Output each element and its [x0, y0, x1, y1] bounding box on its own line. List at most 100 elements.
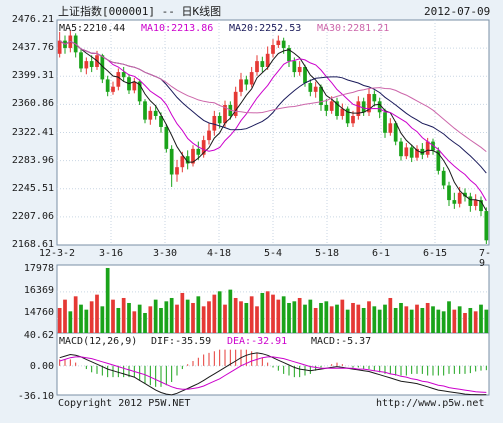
volume-bar: [185, 299, 190, 333]
price-tick-label: 2322.41: [11, 126, 54, 138]
candle-up: [276, 40, 281, 46]
volume-bar: [148, 306, 153, 333]
candle-down: [324, 105, 329, 111]
volume-bar: [367, 301, 371, 333]
dif-value: DIF:-35.59: [151, 336, 212, 347]
volume-bar: [207, 301, 211, 333]
volume-bar: [169, 297, 174, 333]
volume-bar: [249, 296, 254, 333]
volume-bar: [191, 302, 195, 333]
volume-bar: [313, 307, 318, 333]
volume-bar: [351, 302, 355, 333]
candle-up: [457, 192, 462, 204]
volume-bars: [57, 267, 489, 333]
volume-bar: [383, 304, 387, 333]
price-tick-label: 2245.51: [11, 182, 54, 194]
volume-bar: [255, 306, 259, 333]
candle-up: [180, 156, 185, 168]
date-tick-label: 4-18: [206, 248, 232, 259]
candle-down: [105, 79, 110, 92]
dea-value: DEA:-32.91: [227, 336, 288, 347]
candle-down: [159, 115, 163, 127]
volume-bar: [473, 311, 478, 333]
source-url[interactable]: http://www.p5w.net: [376, 398, 485, 409]
candle-up: [351, 115, 355, 124]
macd-tick-top: 40.62: [23, 330, 54, 341]
volume-bar: [436, 309, 441, 333]
candle-down: [79, 52, 83, 69]
candle-up: [111, 86, 115, 92]
candle-up: [473, 200, 478, 206]
candle-up: [415, 148, 419, 158]
candle-down: [452, 200, 457, 204]
candle-up: [425, 141, 430, 155]
candle-down: [377, 101, 382, 113]
price-tick-label: 2399.31: [11, 70, 54, 82]
ma30-line: [59, 40, 487, 152]
volume-bar: [212, 294, 217, 333]
candle-down: [143, 101, 147, 120]
date-tick-label: 6-15: [422, 248, 448, 259]
volume-bar: [271, 294, 275, 333]
candle-up: [239, 79, 243, 92]
candle-down: [89, 61, 94, 67]
price-tick-label: 2476.21: [11, 14, 54, 25]
dea-line: [59, 356, 487, 393]
candle-down: [100, 55, 105, 80]
candle-up: [191, 148, 195, 164]
candle-down: [244, 79, 249, 85]
price-tick-label: 2360.86: [11, 98, 54, 110]
ma10-value: MA10:2213.86: [141, 23, 214, 34]
candle-down: [287, 47, 291, 62]
dif-line: [59, 352, 487, 396]
volume-bar: [180, 292, 185, 333]
candle-down: [281, 40, 286, 48]
volume-bar: [319, 302, 323, 333]
volume-bar: [292, 301, 297, 333]
volume-bar: [100, 306, 105, 333]
price-tick-label: 2168.61: [11, 239, 54, 250]
volume-bar: [468, 307, 473, 333]
candle-down: [335, 101, 339, 116]
volume-bar: [228, 289, 233, 333]
price-tick-label: 2207.06: [11, 210, 54, 222]
candle-up: [233, 91, 238, 116]
volume-bar: [281, 296, 286, 333]
macd-series: [57, 349, 489, 396]
candle-up: [212, 115, 217, 131]
volume-bar: [105, 267, 110, 333]
volume-bar: [223, 304, 227, 333]
volume-bar: [452, 309, 457, 333]
volume-bar: [361, 307, 366, 333]
ma20-value: MA20:2252.53: [229, 23, 302, 34]
volume-bar: [143, 312, 147, 333]
candle-down: [137, 81, 142, 102]
candle-down: [319, 86, 323, 106]
candle-down: [383, 112, 387, 133]
volume-bar: [425, 302, 430, 333]
candle-down: [447, 185, 451, 201]
ma5-value: MA5:2210.44: [59, 23, 126, 34]
candle-up: [249, 72, 254, 85]
candle-up: [313, 86, 318, 92]
volume-bar: [399, 302, 403, 333]
ma30-value: MA30:2281.21: [317, 23, 390, 34]
candle-down: [217, 115, 222, 124]
volume-bar: [127, 302, 131, 333]
date-tick-label: 5-4: [263, 248, 283, 259]
ma5-line: [59, 40, 487, 212]
volume-tick-mid: 16369: [23, 285, 54, 296]
volume-bar: [68, 311, 73, 333]
candle-down: [196, 148, 201, 155]
chart-date: 2012-07-09: [424, 5, 491, 18]
candle-down: [185, 156, 190, 164]
volume-bar: [297, 297, 302, 333]
candle-up: [271, 45, 275, 54]
volume-bar: [57, 307, 62, 333]
price-tick-label: 2437.76: [11, 42, 54, 54]
volume-bar: [415, 304, 419, 333]
volume-bar: [457, 306, 462, 333]
macd-params: MACD(12,26,9): [59, 336, 138, 347]
candle-up: [207, 130, 211, 141]
